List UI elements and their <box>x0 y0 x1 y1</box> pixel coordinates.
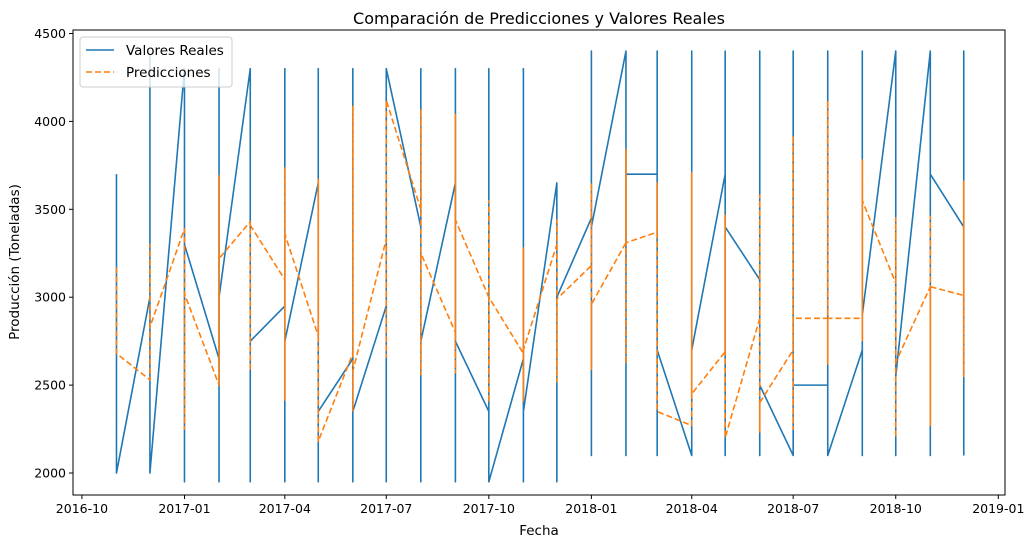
y-axis: 2000 2500 3000 3500 4000 4500 <box>34 26 73 481</box>
y-tick-label: 2000 <box>34 466 66 481</box>
y-tick-label: 2500 <box>34 378 66 393</box>
legend: Valores Reales Predicciones <box>79 36 233 88</box>
plot-area-frame <box>72 29 1006 496</box>
x-axis: 2016-10 2017-01 2017-04 2017-07 2017-10 2018-… <box>56 495 1024 516</box>
x-axis-title: Fecha <box>519 523 559 539</box>
x-tick-label: 2019-01 <box>972 501 1024 516</box>
series-line-valores-reales <box>115 50 965 483</box>
y-tick-label: 3000 <box>34 290 66 305</box>
y-tick-label: 3500 <box>34 202 66 217</box>
y-axis-title: Producción (Toneladas) <box>7 184 23 340</box>
x-tick-label: 2017-04 <box>259 501 311 516</box>
legend-label-predicciones: Predicciones <box>126 65 211 81</box>
x-tick-label: 2017-10 <box>463 501 515 516</box>
series-line-predicciones <box>115 99 965 443</box>
chart-title: Comparación de Predicciones y Valores Re… <box>353 9 725 28</box>
series-layer <box>115 50 965 483</box>
x-tick-label: 2018-10 <box>870 501 922 516</box>
legend-label-valores-reales: Valores Reales <box>126 43 224 59</box>
x-tick-label: 2017-01 <box>158 501 210 516</box>
x-tick-label: 2016-10 <box>56 501 108 516</box>
x-tick-label: 2018-07 <box>767 501 819 516</box>
legend-frame <box>79 36 233 88</box>
x-tick-label: 2018-01 <box>565 501 617 516</box>
y-tick-label: 4500 <box>34 26 66 41</box>
x-tick-label: 2017-07 <box>360 501 412 516</box>
x-tick-label: 2018-04 <box>666 501 718 516</box>
y-tick-label: 4000 <box>34 114 66 129</box>
